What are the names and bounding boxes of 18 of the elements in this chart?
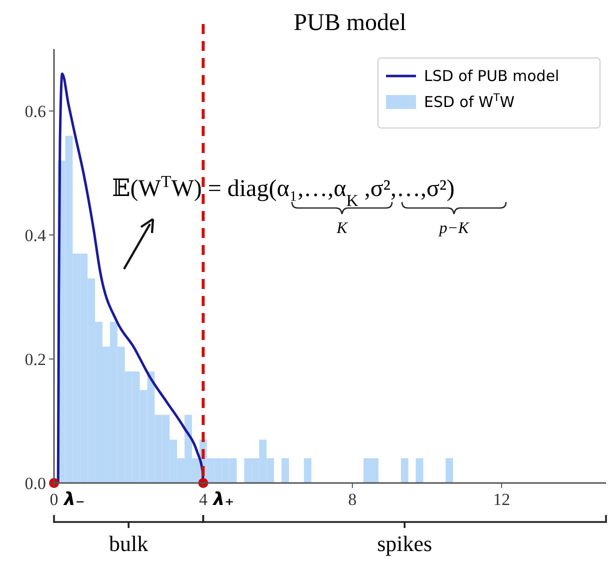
- y-tick-label: 0.0: [24, 474, 46, 493]
- y-tick-label: 0.6: [24, 102, 46, 121]
- annotation: 𝔼(W$^{T}$W) = diag(α₁,…,α$_{K}$ ,σ²,…,σ²): [112, 172, 455, 210]
- x-tick-label: 8: [348, 490, 357, 509]
- legend-label: LSD of PUB model: [424, 67, 560, 85]
- y-tick-label: 0.4: [24, 226, 46, 245]
- x-tick-label: 12: [493, 490, 510, 509]
- x-tick-label: 0: [50, 490, 58, 509]
- x-tick-label: 4: [198, 490, 208, 509]
- text: bulk: [109, 531, 148, 556]
- annotation: λ₊: [212, 489, 234, 510]
- annotation: λ₋: [63, 489, 85, 510]
- chart-title: PUB model: [294, 10, 407, 36]
- annotation: p−K: [438, 220, 470, 237]
- text: spikes: [377, 531, 432, 556]
- annotation: K: [336, 220, 349, 237]
- y-tick-label: 0.2: [24, 350, 46, 369]
- legend-label: ESD of W$^{T}$W: [424, 92, 515, 111]
